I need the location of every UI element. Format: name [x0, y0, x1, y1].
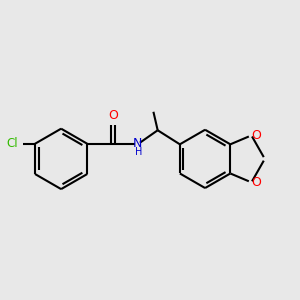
Text: O: O — [251, 129, 261, 142]
Text: O: O — [108, 110, 118, 122]
Text: Cl: Cl — [7, 137, 18, 150]
Text: N: N — [132, 137, 142, 150]
Text: O: O — [251, 176, 261, 189]
Text: H: H — [135, 147, 142, 157]
